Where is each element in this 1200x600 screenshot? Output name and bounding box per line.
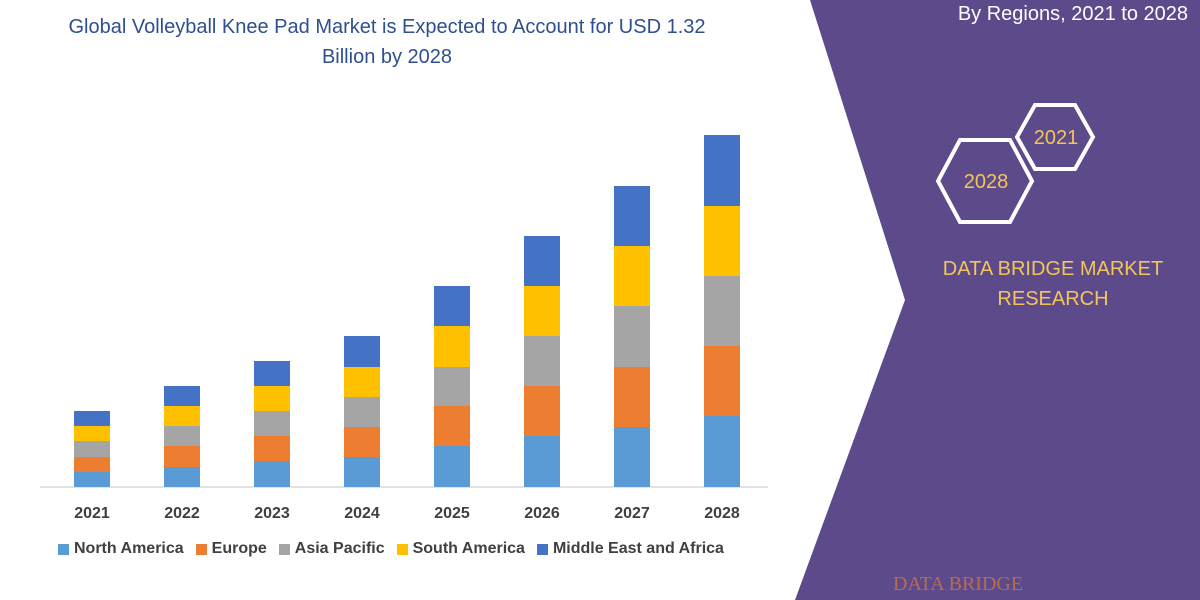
legend-label: Europe bbox=[211, 540, 267, 557]
bar-segment bbox=[344, 336, 380, 367]
badge: 2028 bbox=[964, 171, 1009, 193]
bar-segment bbox=[74, 457, 110, 472]
bar-segment bbox=[704, 276, 740, 346]
bar-segment bbox=[344, 397, 380, 427]
x-tick-label: 2024 bbox=[344, 505, 380, 522]
x-tick-label: 2025 bbox=[434, 505, 470, 522]
bar-segment bbox=[614, 306, 650, 367]
brand: RESEARCH bbox=[997, 288, 1108, 310]
bar-segment bbox=[434, 406, 470, 446]
legend-swatch bbox=[195, 543, 207, 555]
hexagon bbox=[935, 138, 1035, 224]
brand: DATA BRIDGE MARKET bbox=[943, 258, 1163, 280]
bar-segment bbox=[524, 386, 560, 436]
bar-segment bbox=[704, 416, 740, 487]
bar-segment bbox=[74, 411, 110, 426]
bar-segment bbox=[704, 346, 740, 416]
bar-segment bbox=[254, 411, 290, 436]
panel-subtitle: By Regions, 2021 to 2028 bbox=[958, 3, 1188, 25]
bar-segment bbox=[524, 286, 560, 336]
bar-segment bbox=[74, 426, 110, 441]
x-tick-label: 2022 bbox=[164, 505, 200, 522]
bar-segment bbox=[614, 186, 650, 246]
legend: North America Europe Asia Pacific South Ame… bbox=[58, 540, 724, 558]
x-tick-label: 2027 bbox=[614, 505, 650, 522]
bar-segment bbox=[254, 436, 290, 461]
logo: DATA BRIDGE bbox=[893, 573, 1023, 595]
x-tick-label: 2023 bbox=[254, 505, 290, 522]
bar-segment bbox=[74, 441, 110, 457]
legend-swatch bbox=[396, 543, 408, 555]
legend-label: North America bbox=[74, 540, 184, 557]
bar-segment bbox=[704, 135, 740, 206]
bar-segment bbox=[344, 367, 380, 397]
legend-item: Europe bbox=[195, 540, 267, 558]
bar-segment bbox=[344, 457, 380, 487]
bar-segment bbox=[164, 467, 200, 487]
legend-item: Middle East and Africa bbox=[536, 540, 724, 558]
bar-segment bbox=[344, 427, 380, 457]
bar-segment bbox=[614, 367, 650, 427]
legend-item: Asia Pacific bbox=[278, 540, 385, 558]
bar-segment bbox=[434, 326, 470, 367]
bar-segment bbox=[614, 246, 650, 306]
bar-segment bbox=[254, 361, 290, 386]
bar-segment bbox=[74, 472, 110, 487]
x-tick-label: 2028 bbox=[704, 505, 740, 522]
bar-segment bbox=[524, 436, 560, 487]
x-tick-label: 2021 bbox=[74, 505, 110, 522]
legend-swatch bbox=[536, 543, 548, 555]
bar-segment bbox=[434, 367, 470, 406]
bar-segment bbox=[164, 406, 200, 426]
bar-segment bbox=[254, 386, 290, 411]
side-panel bbox=[795, 0, 1200, 600]
bar-segment bbox=[704, 206, 740, 276]
legend-item: South America bbox=[396, 540, 525, 558]
legend-label: Asia Pacific bbox=[294, 540, 385, 557]
legend-label: Middle East and Africa bbox=[552, 540, 724, 557]
legend-label: South America bbox=[412, 540, 525, 557]
bar-segment bbox=[434, 286, 470, 326]
x-tick-label: 2026 bbox=[524, 505, 560, 522]
bar-segment bbox=[434, 446, 470, 487]
bar-segment bbox=[254, 461, 290, 487]
chart-title: Global Volleyball Knee Pad Market is Exp… bbox=[68, 16, 706, 68]
bar-segment bbox=[164, 426, 200, 446]
bar-segment bbox=[524, 236, 560, 286]
bar-segment bbox=[614, 427, 650, 487]
hexagon bbox=[1014, 103, 1096, 171]
bar-segment bbox=[524, 336, 560, 386]
bar-segment bbox=[164, 446, 200, 467]
bar-segment bbox=[164, 386, 200, 406]
badge: 2021 bbox=[1034, 127, 1079, 149]
legend-swatch bbox=[58, 543, 69, 555]
legend-swatch bbox=[278, 543, 290, 555]
legend-item: North America bbox=[58, 540, 184, 558]
